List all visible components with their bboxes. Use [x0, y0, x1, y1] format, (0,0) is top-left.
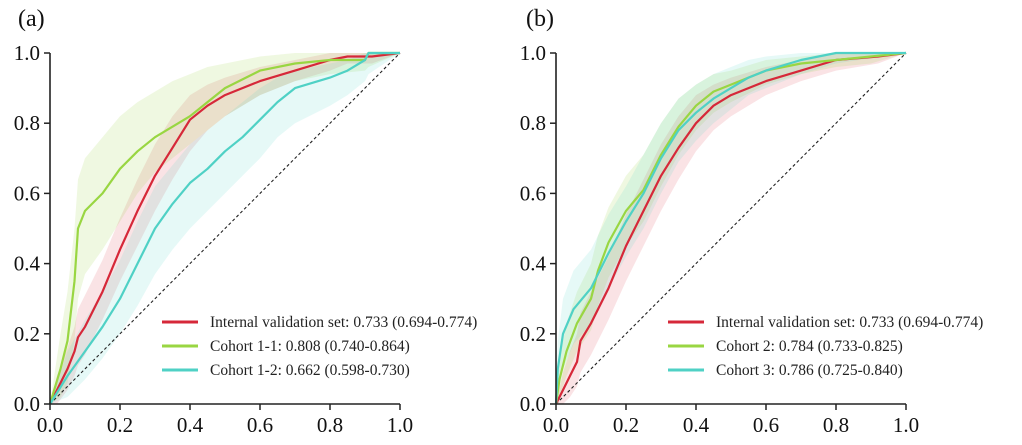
panel-a-ci-band-2	[50, 53, 400, 404]
panel-b-x-tick-label: 0.4	[683, 413, 710, 437]
panel-a-x-tick-label: 1.0	[387, 413, 413, 437]
panel-b-x-tick-label: 0.0	[543, 413, 569, 437]
panel-a-label: (a)	[18, 6, 45, 32]
panel-b-ci-band-2	[556, 53, 906, 404]
panel-b-label: (b)	[526, 6, 554, 32]
panel-b-legend-label-2: Cohort 2: 0.784 (0.733-0.825)	[716, 338, 903, 355]
panel-a-curves	[48, 51, 401, 405]
panel-b-chance-line	[555, 52, 907, 405]
panel-b-legend-label-3: Cohort 3: 0.786 (0.725-0.840)	[716, 362, 903, 379]
panel-b-roc-curve-1	[555, 51, 907, 405]
panel-a-x-ticks: 0.0 0.2 0.4 0.6 0.8 1.0	[37, 404, 413, 437]
panel-a-roc-curve-1	[49, 51, 401, 405]
panel-b-y-tick-label: 0.0	[520, 392, 546, 416]
panel-b-y-ticks: 0.0 0.2 0.4 0.6 0.8 1.0	[520, 41, 556, 416]
panel-a-y-ticks: 0.0 0.2 0.4 0.6 0.8 1.0	[14, 41, 50, 416]
panel-b-x-tick-label: 0.2	[613, 413, 639, 437]
panel-a-y-tick-label: 1.0	[14, 41, 40, 65]
panel-b-y-tick-label: 1.0	[520, 41, 546, 65]
panel-a: (a) 0.0 0.2 0.4 0.6 0.8 1.0 0.0 0.2 0.4 0.6 0.8 1.…	[14, 6, 478, 437]
panel-a-y-tick-label: 0.4	[14, 252, 41, 276]
panel-a-x-tick-label: 0.2	[107, 413, 133, 437]
panel-b-x-ticks: 0.0 0.2 0.4 0.6 0.8 1.0	[543, 404, 919, 437]
panel-a-y-tick-label: 0.0	[14, 392, 40, 416]
panel-a-ci-band-1	[50, 53, 400, 404]
panel-a-x-tick-label: 0.0	[37, 413, 63, 437]
panel-a-y-tick-label: 0.6	[14, 181, 40, 205]
panel-a-legend-label-1: Internal validation set: 0.733 (0.694-0.…	[210, 314, 477, 331]
panel-a-y-tick-label: 0.2	[14, 322, 40, 346]
panel-b-x-tick-label: 1.0	[893, 413, 919, 437]
panel-b-x-tick-label: 0.8	[823, 413, 849, 437]
panel-a-legend: Internal validation set: 0.733 (0.694-0.…	[162, 314, 477, 379]
panel-a-x-tick-label: 0.8	[317, 413, 343, 437]
panel-a-legend-label-2: Cohort 1-1: 0.808 (0.740-0.864)	[210, 338, 410, 355]
panel-a-roc-curve-2	[48, 51, 400, 405]
panel-a-legend-label-3: Cohort 1-2: 0.662 (0.598-0.730)	[210, 362, 410, 379]
panel-a-roc-curve-3	[49, 51, 400, 405]
panel-b-curves	[554, 51, 907, 405]
panel-b-x-tick-label: 0.6	[753, 413, 779, 437]
panel-a-x-tick-label: 0.4	[177, 413, 204, 437]
panel-b-legend-label-1: Internal validation set: 0.733 (0.694-0.…	[716, 314, 983, 331]
panel-b-roc-curve-3	[554, 51, 906, 405]
panel-b-ci-bands	[556, 53, 906, 404]
panel-a-x-tick-label: 0.6	[247, 413, 273, 437]
panel-b-ci-band-3	[556, 53, 906, 404]
panel-b-roc-curve-2	[554, 51, 907, 405]
panel-b-y-tick-label: 0.4	[520, 252, 547, 276]
panel-b-y-tick-label: 0.6	[520, 181, 546, 205]
panel-b-y-tick-label: 0.2	[520, 322, 546, 346]
panel-b-y-tick-label: 0.8	[520, 111, 546, 135]
panel-b-ci-band-1	[556, 53, 906, 404]
panel-a-y-tick-label: 0.8	[14, 111, 40, 135]
panel-a-chance-line	[49, 52, 401, 405]
panel-b: (b) 0.0 0.2 0.4 0.6 0.8 1.0 0.0 0.2 0.4 0.6 0.8 1.…	[520, 6, 984, 437]
panel-b-legend: Internal validation set: 0.733 (0.694-0.…	[668, 314, 983, 379]
